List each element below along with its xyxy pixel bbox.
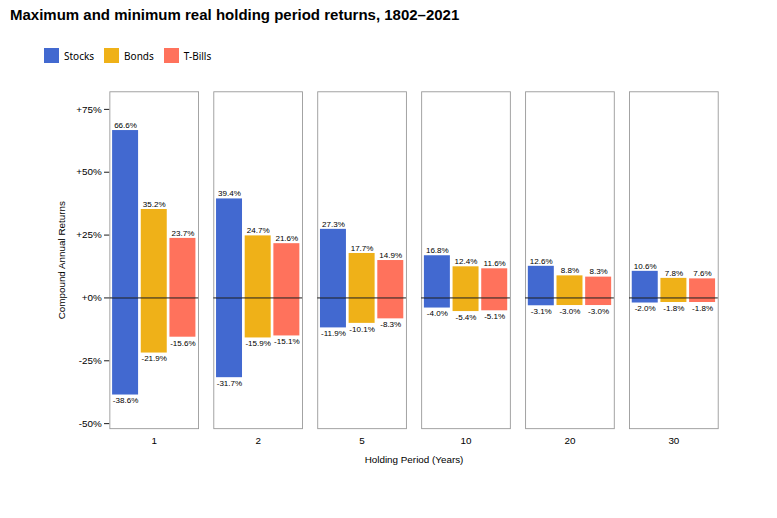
svg-text:+25%: +25%	[76, 229, 102, 240]
svg-text:-1.8%: -1.8%	[692, 304, 713, 313]
svg-text:66.6%: 66.6%	[114, 121, 137, 130]
svg-text:-3.1%: -3.1%	[531, 307, 552, 316]
svg-text:10.6%: 10.6%	[634, 262, 657, 271]
svg-text:11.6%: 11.6%	[484, 259, 506, 268]
svg-text:-15.9%: -15.9%	[245, 339, 271, 348]
svg-text:21.6%: 21.6%	[275, 234, 298, 243]
svg-text:-5.1%: -5.1%	[484, 312, 505, 321]
svg-text:-11.9%: -11.9%	[321, 329, 346, 338]
svg-text:-3.0%: -3.0%	[588, 307, 609, 316]
svg-text:1: 1	[151, 435, 156, 446]
svg-text:7.6%: 7.6%	[693, 269, 711, 278]
html-text:Maximum and minimum real holdi: Maximum and minimum real holding period …	[10, 6, 460, 23]
html-text:Stocks: Stocks	[64, 48, 95, 63]
svg-text:Compound Annual Returns: Compound Annual Returns	[56, 201, 67, 319]
svg-text:27.3%: 27.3%	[322, 220, 345, 229]
svg-text:Holding Period (Years): Holding Period (Years)	[365, 454, 464, 465]
svg-text:-38.6%: -38.6%	[113, 396, 139, 405]
svg-text:7.8%: 7.8%	[665, 269, 683, 278]
svg-text:12.6%: 12.6%	[530, 257, 553, 266]
svg-text:30: 30	[668, 435, 679, 446]
svg-text:-31.7%: -31.7%	[217, 379, 243, 388]
svg-text:-10.1%: -10.1%	[349, 325, 375, 334]
svg-text:5: 5	[359, 435, 365, 446]
svg-text:16.8%: 16.8%	[426, 246, 449, 255]
svg-text:23.7%: 23.7%	[171, 229, 194, 238]
svg-text:-4.0%: -4.0%	[427, 309, 448, 318]
html-text:Bonds: Bonds	[124, 48, 154, 63]
svg-text:+50%: +50%	[76, 166, 102, 177]
svg-text:35.2%: 35.2%	[143, 200, 166, 209]
svg-text:-5.4%: -5.4%	[455, 313, 476, 322]
svg-text:-1.8%: -1.8%	[663, 304, 684, 313]
svg-text:2: 2	[255, 435, 260, 446]
svg-text:10: 10	[461, 435, 472, 446]
svg-text:+75%: +75%	[76, 104, 102, 115]
html-text:T-Bills: T-Bills	[183, 48, 212, 63]
svg-text:-2.0%: -2.0%	[635, 304, 656, 313]
svg-text:-25%: -25%	[79, 355, 102, 366]
svg-text:24.7%: 24.7%	[247, 226, 270, 235]
svg-text:-15.1%: -15.1%	[274, 337, 300, 346]
svg-text:39.4%: 39.4%	[218, 189, 241, 198]
svg-text:-3.0%: -3.0%	[559, 307, 580, 316]
svg-text:17.7%: 17.7%	[351, 244, 374, 253]
svg-text:-21.9%: -21.9%	[141, 354, 167, 363]
svg-text:14.9%: 14.9%	[379, 251, 402, 260]
svg-text:-50%: -50%	[79, 418, 102, 429]
svg-text:+0%: +0%	[82, 292, 102, 303]
svg-text:-15.6%: -15.6%	[170, 339, 196, 348]
svg-text:-8.3%: -8.3%	[380, 320, 401, 329]
svg-text:12.4%: 12.4%	[455, 257, 478, 266]
svg-text:20: 20	[564, 435, 575, 446]
svg-text:8.3%: 8.3%	[589, 267, 607, 276]
svg-text:8.8%: 8.8%	[561, 266, 579, 275]
